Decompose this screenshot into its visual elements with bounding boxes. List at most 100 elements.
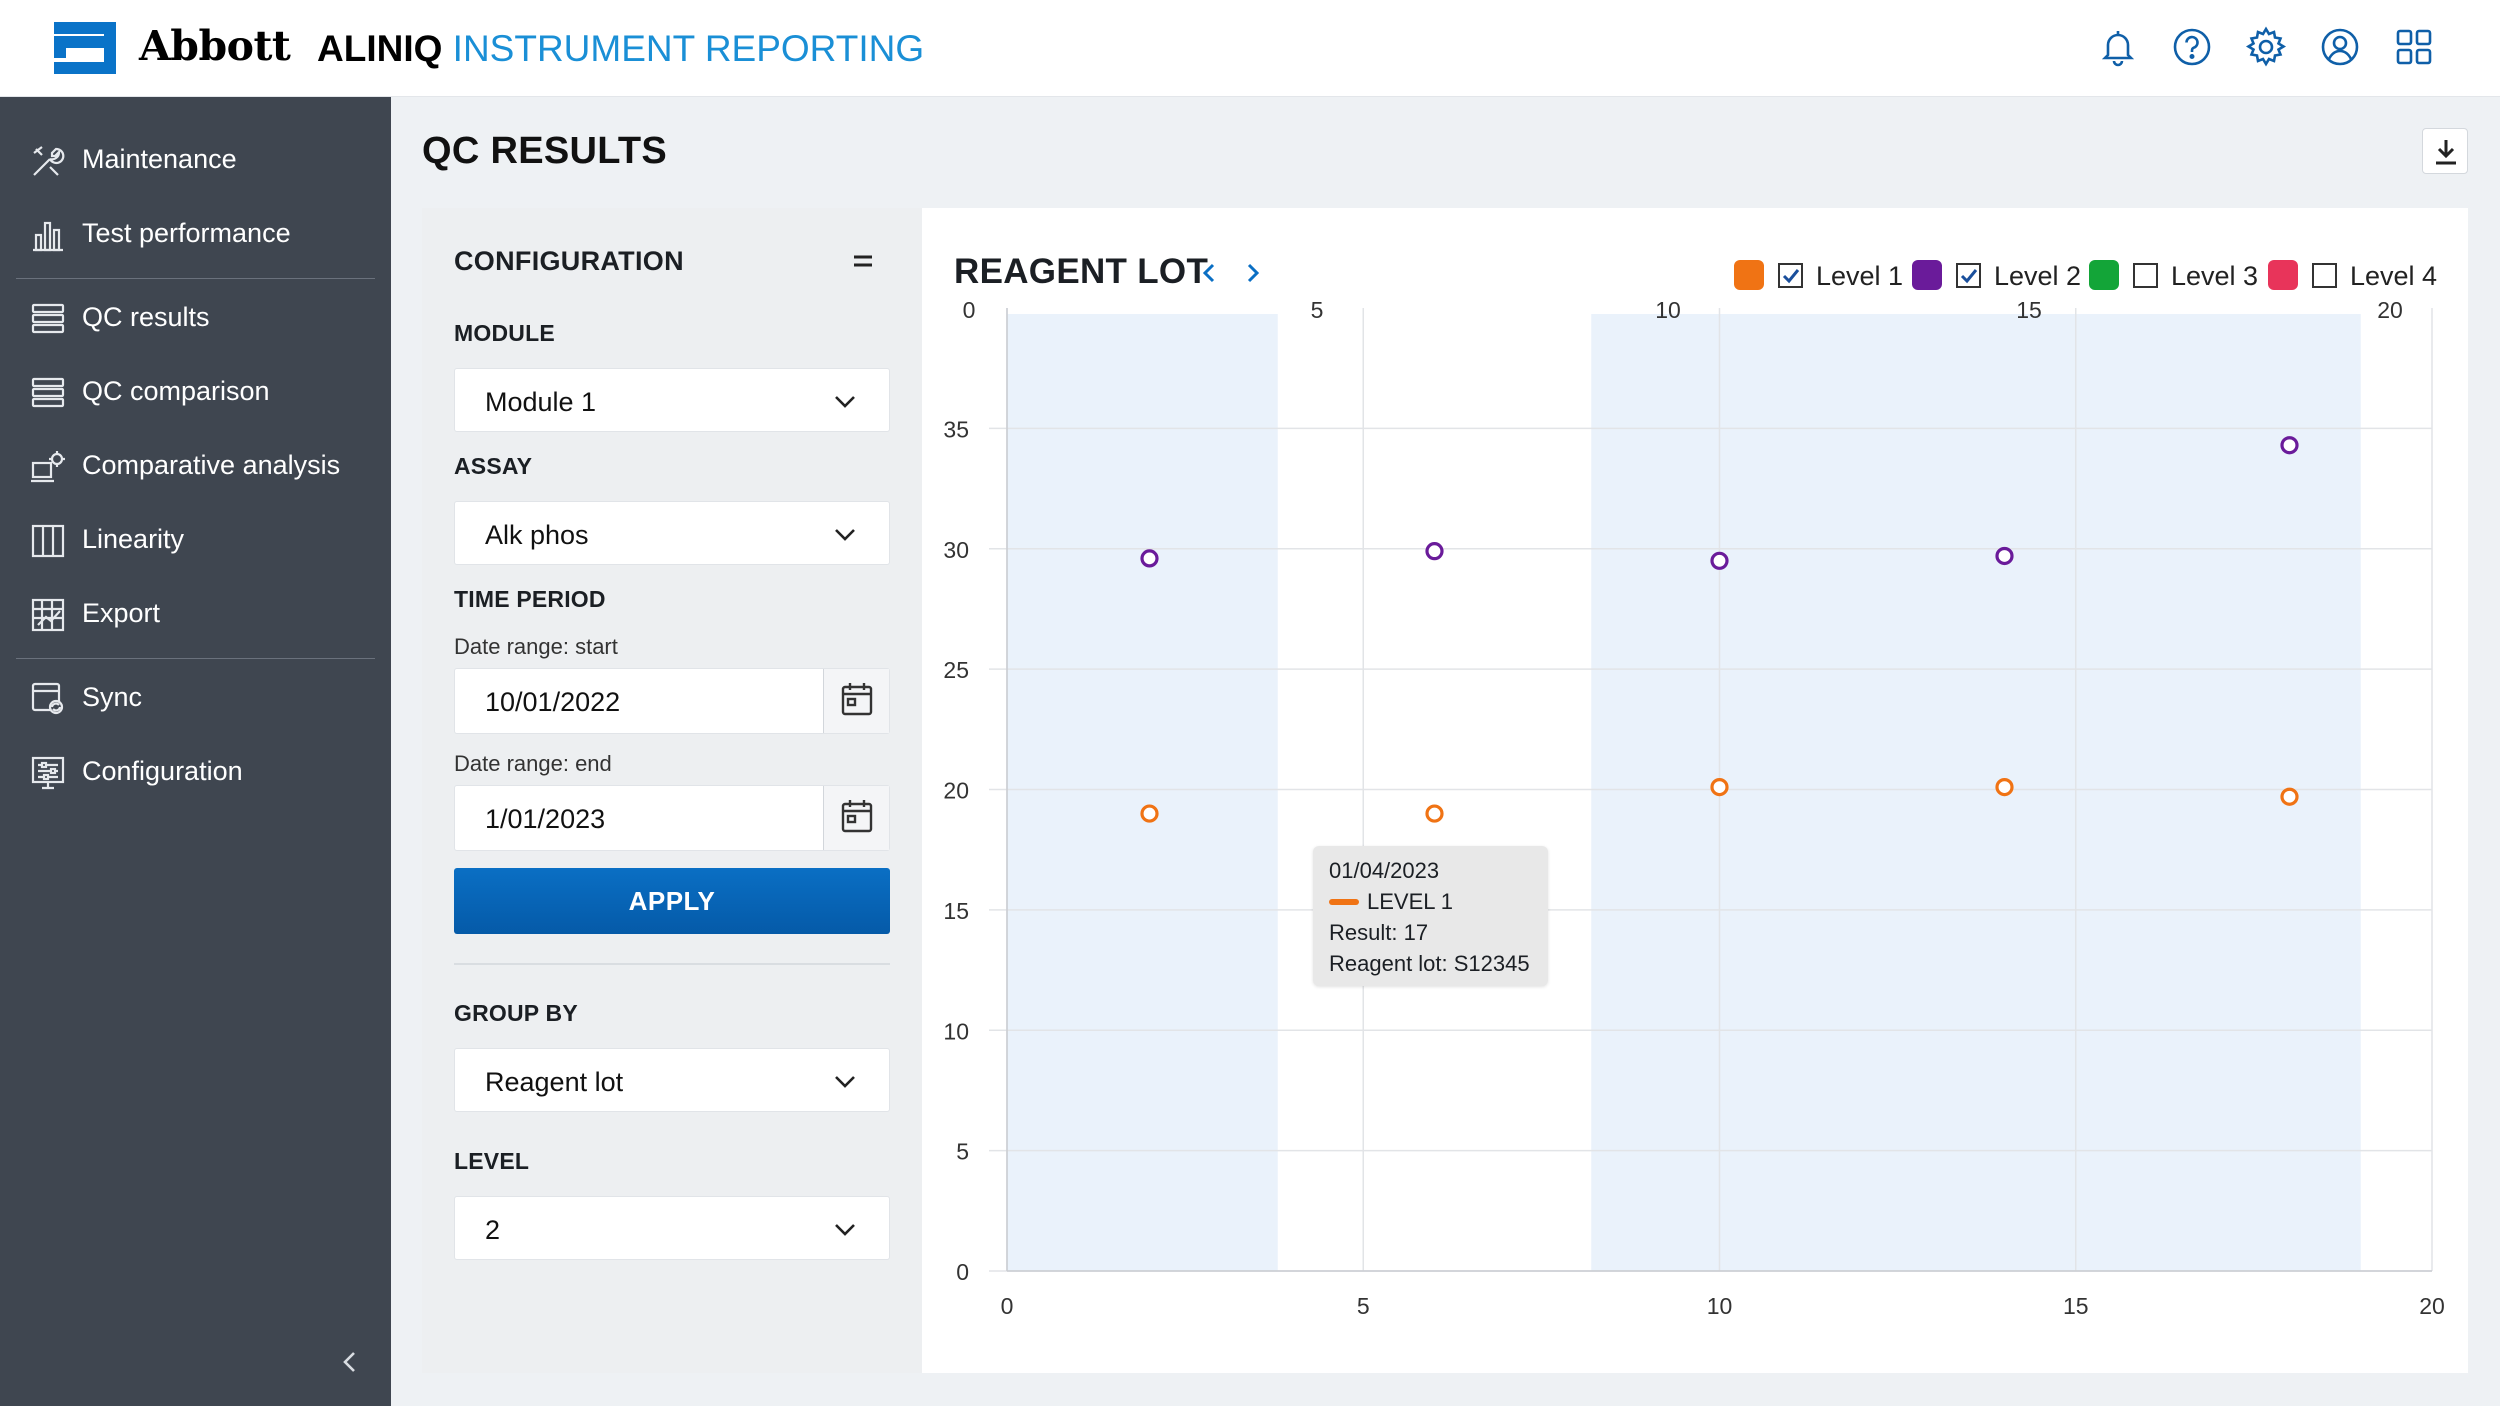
previous-lot-chevron-icon[interactable] <box>1196 258 1222 288</box>
page-title: QC RESULTS <box>422 130 668 172</box>
tooltip-result: Result: 17 <box>1329 920 1429 945</box>
sidebar-item-maintenance[interactable]: Maintenance <box>0 128 391 190</box>
chart-title: REAGENT LOT <box>954 252 1209 291</box>
data-point <box>1710 551 1729 570</box>
top-tick-label: 10 <box>1655 297 1681 323</box>
collapse-sidebar-icon[interactable] <box>335 1347 365 1377</box>
gear-icon[interactable] <box>2244 25 2288 69</box>
chevron-down-icon <box>835 1076 855 1088</box>
data-point <box>1140 804 1159 823</box>
start-date-field[interactable]: 10/01/2022 <box>454 668 890 734</box>
sidebar-item-sync[interactable]: Sync <box>0 666 391 728</box>
tooltip-reagent-lot: Reagent lot: S12345 <box>1329 951 1530 976</box>
product-title: ALINIQ INSTRUMENT REPORTING <box>317 28 924 70</box>
data-point <box>2280 787 2299 806</box>
top-tick-label: 5 <box>1311 297 1324 323</box>
module-value: Module 1 <box>485 387 597 417</box>
product-subtitle: INSTRUMENT REPORTING <box>452 28 925 69</box>
sidebar-item-label: QC comparison <box>82 376 270 406</box>
level-select[interactable]: 2 <box>454 1196 890 1260</box>
sidebar-item-label: Comparative analysis <box>82 450 341 480</box>
group-by-select[interactable]: Reagent lot <box>454 1048 890 1112</box>
apps-icon[interactable] <box>2392 25 2436 69</box>
calendar-icon <box>841 683 873 716</box>
assay-select[interactable]: Alk phos <box>454 501 890 565</box>
download-icon <box>2436 140 2456 165</box>
legend-swatch <box>2268 260 2298 290</box>
end-date-value: 1/01/2023 <box>485 804 606 834</box>
assay-label: ASSAY <box>454 453 533 479</box>
configuration-panel: CONFIGURATION MODULE Module 1 ASSAY Alk … <box>422 208 922 1373</box>
x-tick-label: 5 <box>1357 1293 1370 1319</box>
assay-value: Alk phos <box>485 520 589 550</box>
sidebar-item-configuration[interactable]: Configuration <box>0 740 391 802</box>
y-tick-label: 30 <box>943 537 969 563</box>
user-icon[interactable] <box>2318 25 2362 69</box>
sidebar-item-label: Configuration <box>82 756 243 786</box>
sidebar: Maintenance Test performance QC results … <box>0 97 391 1406</box>
data-point <box>2280 436 2299 455</box>
legend-checkbox-level-1[interactable] <box>1778 263 1803 288</box>
nav-divider <box>16 658 375 659</box>
top-tick-label: 15 <box>2016 297 2042 323</box>
legend-checkbox-level-4[interactable] <box>2312 263 2337 288</box>
start-date-label: Date range: start <box>454 634 618 659</box>
sidebar-item-label: QC results <box>82 302 210 332</box>
sidebar-item-qc-comparison[interactable]: QC comparison <box>0 360 391 422</box>
legend-label: Level 3 <box>2171 261 2259 291</box>
brand-name: Abbott <box>139 22 291 70</box>
end-date-label: Date range: end <box>454 751 612 776</box>
start-date-calendar-button[interactable] <box>823 669 889 733</box>
apply-button[interactable]: APPLY <box>454 868 890 934</box>
collapse-panel-icon[interactable] <box>850 250 876 272</box>
group-by-value: Reagent lot <box>485 1067 624 1097</box>
sidebar-item-test-performance[interactable]: Test performance <box>0 202 391 264</box>
legend-label: Level 4 <box>2350 261 2438 291</box>
end-date-field[interactable]: 1/01/2023 <box>454 785 890 851</box>
next-lot-chevron-icon[interactable] <box>1240 258 1266 288</box>
x-tick-label: 20 <box>2419 1293 2445 1319</box>
chevron-down-icon <box>835 396 855 408</box>
sidebar-item-comparative-analysis[interactable]: Comparative analysis <box>0 434 391 496</box>
data-point-tooltip: 01/04/2023 LEVEL 1 Result: 17 Reagent lo… <box>1313 846 1548 986</box>
bell-icon[interactable] <box>2096 25 2140 69</box>
module-select[interactable]: Module 1 <box>454 368 890 432</box>
x-tick-label: 10 <box>1707 1293 1733 1319</box>
help-icon[interactable] <box>2170 25 2214 69</box>
group-by-label: GROUP BY <box>454 1000 578 1026</box>
module-label: MODULE <box>454 320 555 346</box>
level-value: 2 <box>485 1215 501 1245</box>
legend-checkbox-level-2[interactable] <box>1956 263 1981 288</box>
tooltip-date: 01/04/2023 <box>1329 858 1440 883</box>
columns-icon <box>31 524 65 558</box>
calendar-icon <box>841 800 873 833</box>
data-point <box>1710 777 1729 797</box>
tooltip-level: LEVEL 1 <box>1367 889 1454 914</box>
sidebar-item-export[interactable]: Export <box>0 582 391 644</box>
tools-icon <box>33 146 65 176</box>
sidebar-item-label: Export <box>82 598 161 628</box>
download-button[interactable] <box>2422 128 2468 174</box>
sidebar-item-label: Maintenance <box>82 144 237 174</box>
sidebar-item-linearity[interactable]: Linearity <box>0 508 391 570</box>
bar-chart-icon <box>33 221 63 252</box>
sidebar-item-label: Linearity <box>82 524 185 554</box>
legend-checkbox-level-3[interactable] <box>2133 263 2158 288</box>
chart-card: 0 5 10 15 20 25 30 35 0 5 10 15 20 0 5 10 15 20 REAGENT L… <box>922 208 2468 1373</box>
legend-swatch <box>1734 260 1764 290</box>
y-tick-label: 25 <box>943 657 969 683</box>
nav-divider <box>16 278 375 279</box>
end-date-calendar-button[interactable] <box>823 786 889 850</box>
level-label: LEVEL <box>454 1148 530 1174</box>
data-point <box>1425 804 1444 823</box>
time-period-label: TIME PERIOD <box>454 586 606 612</box>
chevron-down-icon <box>835 529 855 541</box>
config-divider <box>454 963 890 965</box>
data-point <box>1140 549 1159 568</box>
top-tick-label: 20 <box>2377 297 2403 323</box>
sidebar-item-qc-results[interactable]: QC results <box>0 286 391 348</box>
product-name: ALINIQ <box>317 28 443 69</box>
y-tick-label: 0 <box>956 1259 969 1285</box>
configuration-title: CONFIGURATION <box>454 246 684 276</box>
list-icon <box>31 377 65 408</box>
